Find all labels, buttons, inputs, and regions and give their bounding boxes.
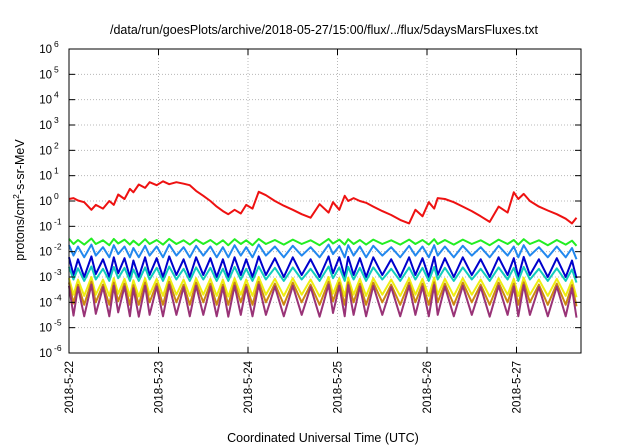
y-tick-label: 10 2 bbox=[39, 140, 59, 157]
y-tick-label: 10 -2 bbox=[39, 242, 62, 259]
x-tick-label: 2018-5-26 bbox=[422, 361, 434, 413]
x-tick-label: 2018-5-27 bbox=[512, 361, 524, 413]
y-tick-label: 10 3 bbox=[39, 115, 59, 132]
x-tick-label: 2018-5-25 bbox=[333, 361, 345, 413]
y-axis-ticks: 10 -6 10 -5 10 -4 10 -3 10 -2 10 -1 10 0 10 1 10 2 10 3 10 4 1… bbox=[39, 39, 581, 360]
series-line-4 bbox=[68, 255, 578, 279]
y-tick-label: 10 -4 bbox=[39, 292, 62, 309]
y-tick-label: 10 -3 bbox=[39, 267, 62, 284]
y-tick-label: 10 5 bbox=[39, 64, 59, 81]
series-line-5 bbox=[68, 265, 578, 283]
y-axis-label-sup: 2 bbox=[11, 194, 21, 199]
series-line-7 bbox=[68, 280, 578, 307]
y-tick-label: 10 -1 bbox=[39, 216, 62, 233]
x-axis-label: Coordinated Universal Time (UTC) bbox=[227, 431, 419, 445]
series-line-6 bbox=[68, 276, 578, 298]
series-lines bbox=[68, 180, 578, 318]
y-tick-label: 10 6 bbox=[39, 39, 59, 56]
grid-lines bbox=[69, 49, 581, 353]
y-tick-label: 10 4 bbox=[39, 90, 59, 107]
y-tick-label: 10 -5 bbox=[39, 318, 62, 335]
y-tick-label: 10 0 bbox=[39, 191, 59, 208]
series-line-2 bbox=[68, 237, 578, 247]
y-tick-label: 10 -6 bbox=[39, 343, 62, 360]
x-axis-ticks: 2018-5-22 2018-5-23 2018-5-24 2018-5-25 2018… bbox=[64, 49, 524, 413]
series-line-8 bbox=[68, 283, 578, 318]
series-line-1 bbox=[68, 180, 578, 225]
x-tick-label: 2018-5-23 bbox=[154, 361, 166, 413]
y-axis-label-pre: protons/cm bbox=[13, 199, 27, 261]
y-axis-label-post: -s-sr-MeV bbox=[13, 139, 27, 195]
chart-title: /data/run/goesPlots/archive/2018-05-27/1… bbox=[110, 23, 539, 37]
y-tick-label: 10 1 bbox=[39, 166, 59, 183]
x-tick-label: 2018-5-24 bbox=[243, 360, 255, 413]
x-tick-label: 2018-5-22 bbox=[64, 361, 76, 413]
y-axis-label: protons/cm2-s-sr-MeV bbox=[11, 139, 27, 261]
series-line-3 bbox=[68, 243, 578, 260]
